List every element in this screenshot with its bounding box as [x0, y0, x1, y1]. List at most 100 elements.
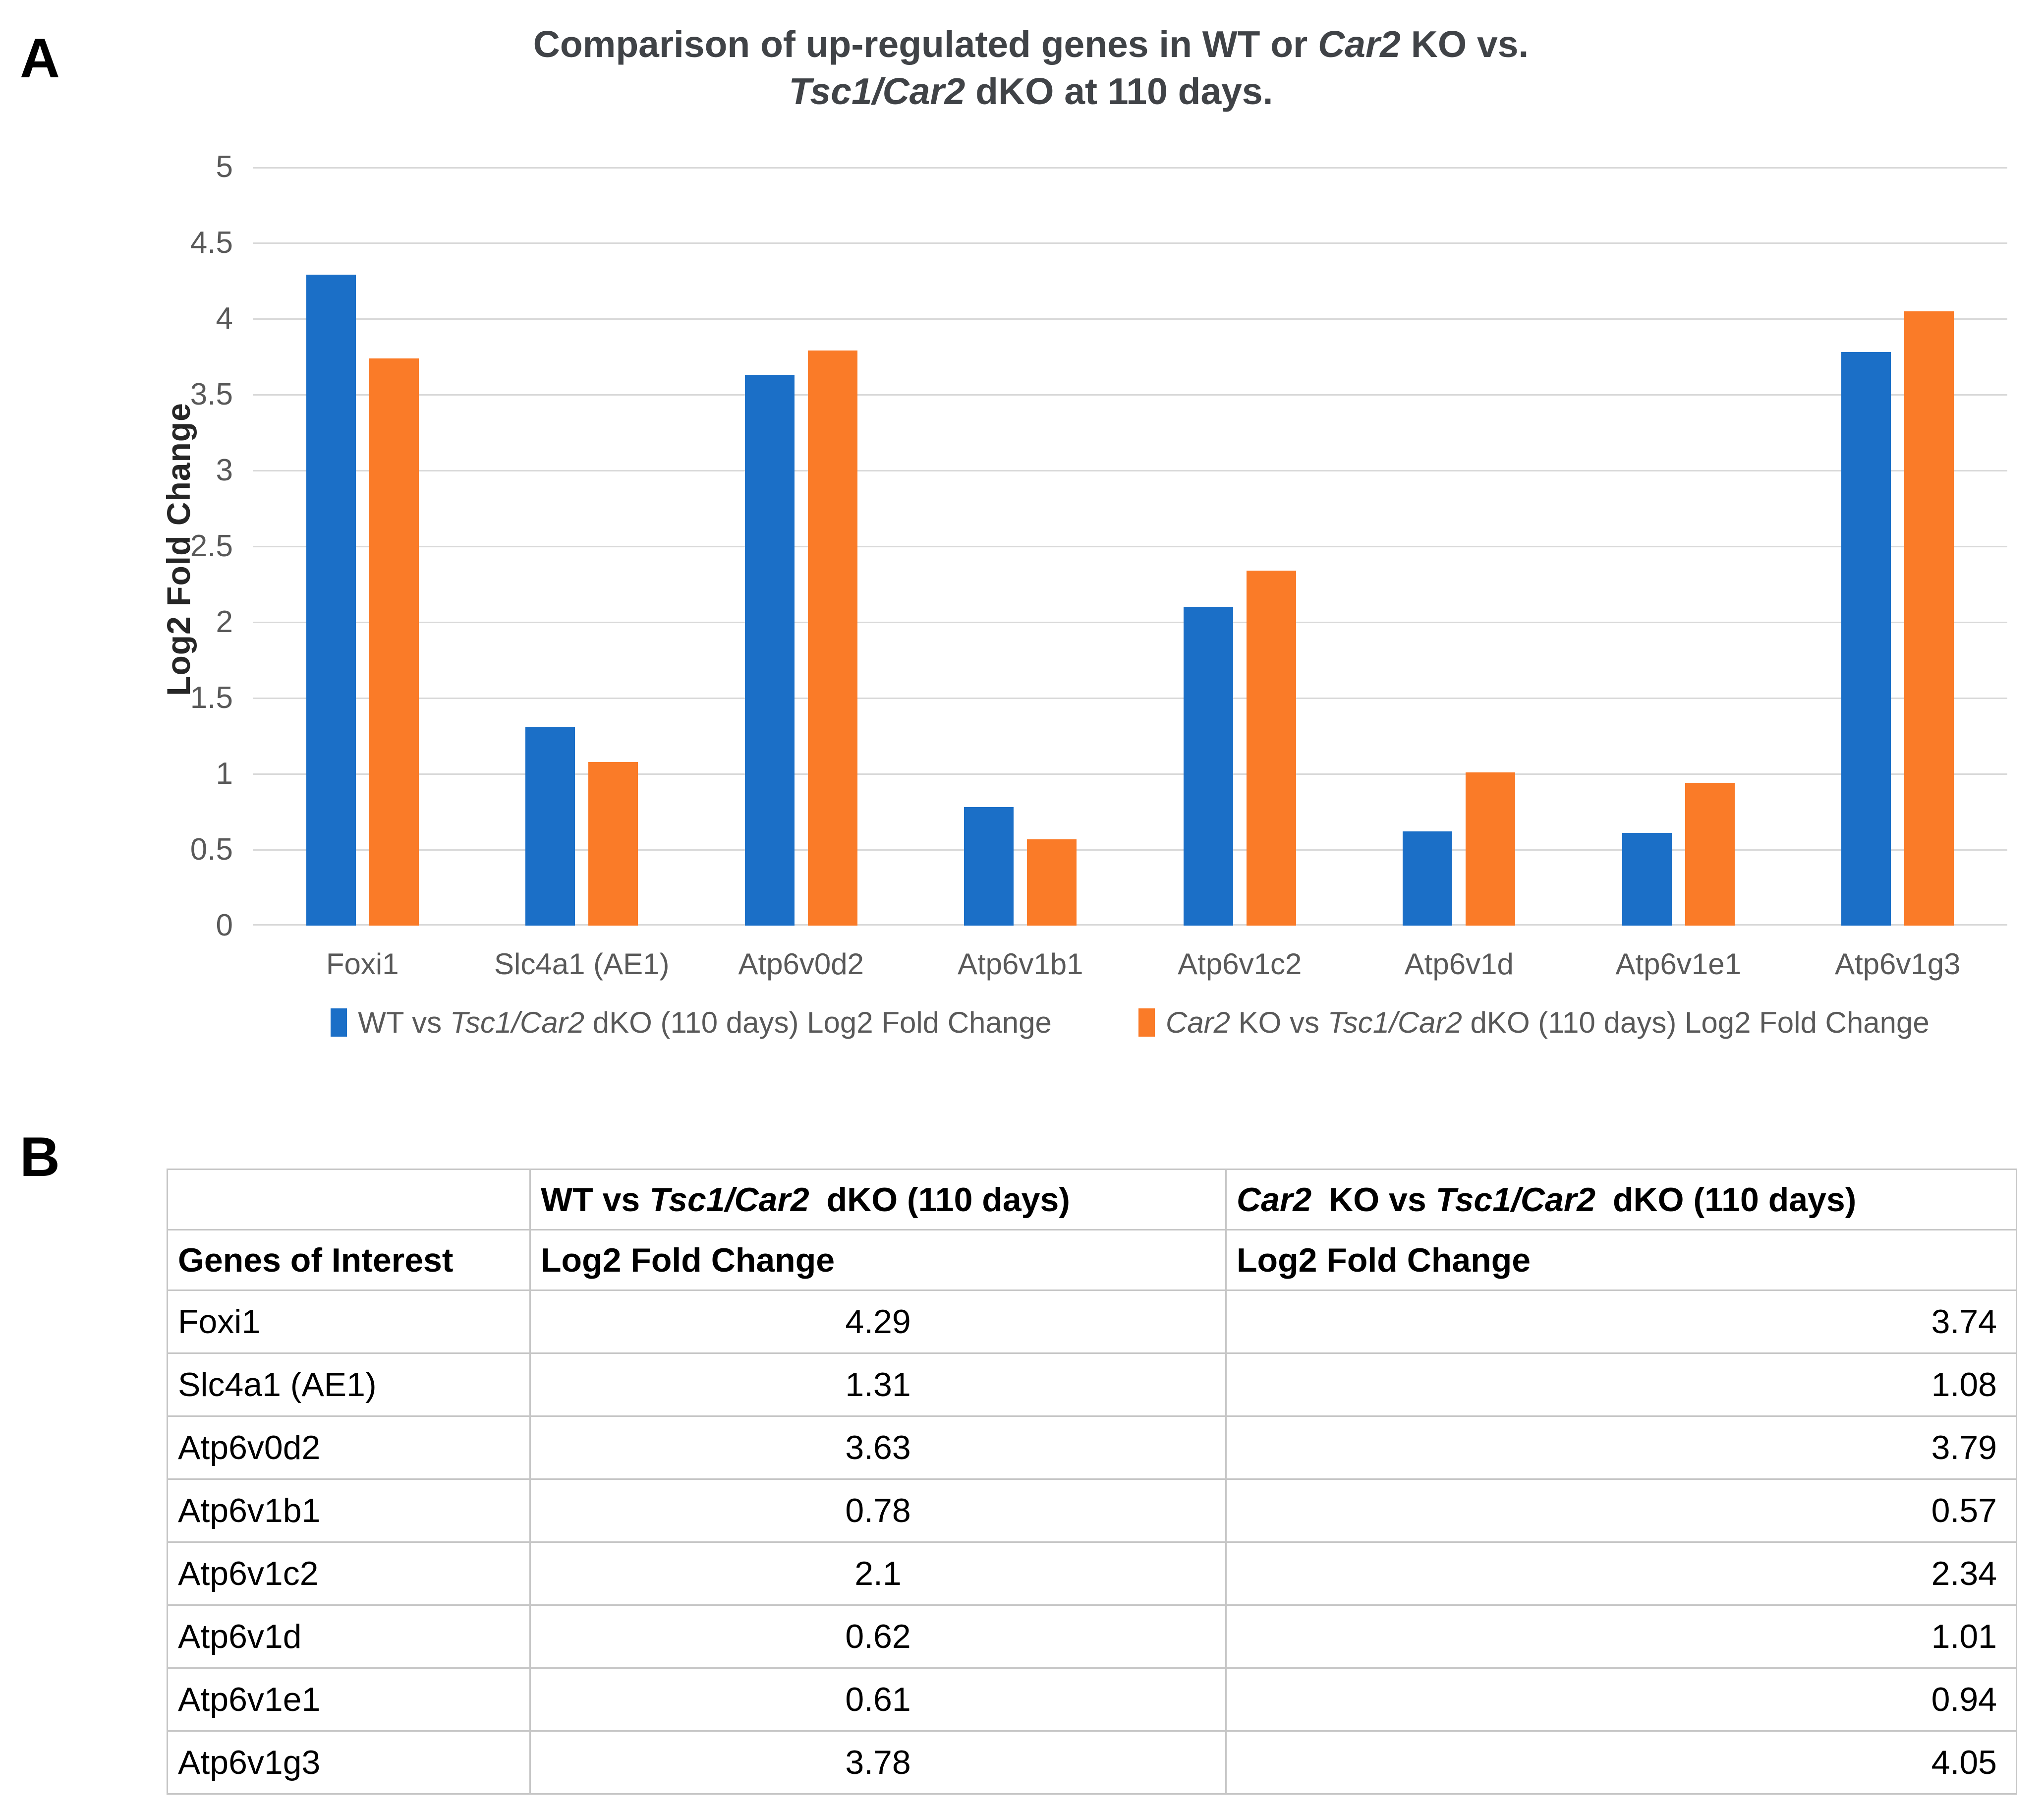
gene-name-cell: Slc4a1 (AE1) — [167, 1352, 531, 1417]
chart-legend: WT vs Tsc1/Car2 dKO (110 days) Log2 Fold… — [253, 1005, 2007, 1040]
y-axis-tick-label: 2.5 — [190, 529, 233, 563]
bar-wt-foxi1 — [306, 275, 356, 926]
text-segment: dKO (110 days) Log2 Fold Change — [584, 1006, 1052, 1039]
y-axis-tick-label: 0.5 — [190, 832, 233, 867]
y-axis-tick-label: 1.5 — [190, 681, 233, 715]
x-axis-category-label: Atp6v1c2 — [1178, 947, 1302, 981]
text-segment: Tsc1/Car2 — [450, 1006, 585, 1039]
text-segment: Comparison of up-regulated genes in WT o… — [533, 23, 1318, 65]
text-segment: Car2 — [1237, 1180, 1312, 1219]
legend-item-car2ko: Car2 KO vs Tsc1/Car2 dKO (110 days) Log2… — [1138, 1005, 1930, 1040]
legend-marker-blue — [331, 1008, 347, 1037]
bar-car2ko-foxi1 — [369, 358, 419, 926]
table-row: Atp6v1c2 2.1 2.34 — [167, 1541, 2017, 1606]
gridline — [253, 242, 2007, 244]
car2ko-log2fc-cell: 0.57 — [1225, 1478, 2017, 1543]
gene-name-cell: Atp6v1e1 — [167, 1667, 531, 1732]
y-axis-tick-label: 5 — [216, 150, 233, 184]
table-row: Foxi1 4.29 3.74 — [167, 1289, 2017, 1354]
car2ko-log2fc-cell: 3.74 — [1225, 1289, 2017, 1354]
car2ko-log2fc-cell: 1.08 — [1225, 1352, 2017, 1417]
wt-log2fc-cell: 0.78 — [529, 1478, 1227, 1543]
wt-log2fc-cell: 4.29 — [529, 1289, 1227, 1354]
gridline — [253, 546, 2007, 547]
table-row: Slc4a1 (AE1) 1.31 1.08 — [167, 1352, 2017, 1417]
gridline — [253, 698, 2007, 699]
panel-b-label: B — [20, 1126, 60, 1188]
text-segment: Tsc1/Car2 — [789, 70, 965, 113]
legend-label: Car2 KO vs Tsc1/Car2 dKO (110 days) Log2… — [1166, 1005, 1930, 1040]
bar-wt-slc4a1ae1 — [525, 727, 575, 926]
bar-car2ko-atp6v1c2 — [1246, 571, 1296, 926]
gene-name-cell: Atp6v1d — [167, 1604, 531, 1669]
text-segment: Tsc1/Car2 — [1435, 1180, 1596, 1219]
y-axis-tick-label: 1 — [216, 757, 233, 791]
gene-data-table: WT vs Tsc1/Car2 dKO (110 days) Car2 KO v… — [167, 1169, 2017, 1795]
car2ko-log2fc-cell: 4.05 — [1225, 1730, 2017, 1795]
gene-name-cell: Foxi1 — [167, 1289, 531, 1354]
text-segment: dKO (110 days) — [1603, 1180, 1857, 1219]
text-segment: KO vs — [1230, 1006, 1328, 1039]
car2ko-log2fc-cell: 2.34 — [1225, 1541, 2017, 1606]
chart-title-line2: Tsc1/Car2 dKO at 110 days. — [50, 68, 2012, 115]
category-bar-group — [1788, 167, 2008, 926]
text-segment: Car2 — [1318, 23, 1401, 65]
text-segment: Car2 — [1165, 1006, 1230, 1039]
table-header-row-2: Genes of Interest Log2 Fold Change Log2 … — [167, 1229, 2017, 1291]
bar-wt-atp6v1g3 — [1841, 352, 1891, 926]
gene-name-cell: Atp6v0d2 — [167, 1415, 531, 1480]
y-axis-tick-label: 4.5 — [190, 226, 233, 260]
wt-log2fc-cell: 1.31 — [529, 1352, 1227, 1417]
text-segment: dKO at 110 days. — [965, 70, 1273, 113]
table-row: Atp6v1b1 0.78 0.57 — [167, 1478, 2017, 1543]
gridline — [253, 470, 2007, 471]
table-row: Atp6v1g3 3.78 4.05 — [167, 1730, 2017, 1795]
x-axis-category-label: Atp6v1e1 — [1615, 947, 1742, 981]
gridline — [253, 773, 2007, 775]
gene-name-cell: Atp6v1g3 — [167, 1730, 531, 1795]
category-bar-group — [691, 167, 911, 926]
table-row: Atp6v1d 0.62 1.01 — [167, 1604, 2017, 1669]
y-axis-tick-label: 2 — [216, 605, 233, 639]
gridline — [253, 622, 2007, 623]
chart-title: Comparison of up-regulated genes in WT o… — [50, 21, 2012, 116]
car2ko-log2fc-cell: 3.79 — [1225, 1415, 2017, 1480]
table-row: Atp6v1e1 0.61 0.94 — [167, 1667, 2017, 1732]
legend-marker-orange — [1138, 1008, 1155, 1037]
category-bar-group — [253, 167, 472, 926]
y-axis-tick-labels: 0 0.5 1 1.5 2 2.5 3 3.5 4 4.5 5 — [50, 0, 233, 1101]
x-axis-category-labels: Foxi1 Slc4a1 (AE1) Atp6v0d2 Atp6v1b1 Atp6v1c… — [253, 944, 2007, 984]
bar-wt-atp6v1d — [1403, 831, 1453, 926]
bar-car2ko-slc4a1ae1 — [588, 762, 638, 926]
wt-log2fc-cell: 0.61 — [529, 1667, 1227, 1732]
x-axis-category-label: Atp6v1b1 — [957, 947, 1083, 981]
bar-car2ko-atp6v1b1 — [1027, 839, 1077, 926]
x-axis-category-label: Atp6v0d2 — [738, 947, 864, 981]
bar-car2ko-atp6v1e1 — [1685, 783, 1735, 926]
gridline — [253, 924, 2007, 926]
bar-car2ko-atp6v1g3 — [1904, 311, 1954, 926]
table-header-genes-of-interest: Genes of Interest — [167, 1229, 531, 1291]
table-header-empty-cell — [167, 1169, 531, 1230]
gridline — [253, 167, 2007, 169]
plot-area — [253, 167, 2007, 926]
y-axis-tick-label: 3.5 — [190, 377, 233, 411]
table-header-wt-comparison: WT vs Tsc1/Car2 dKO (110 days) — [529, 1169, 1227, 1230]
wt-log2fc-cell: 2.1 — [529, 1541, 1227, 1606]
table-header-row-1: WT vs Tsc1/Car2 dKO (110 days) Car2 KO v… — [167, 1169, 2017, 1230]
y-axis-tick-label: 3 — [216, 453, 233, 487]
category-bar-group — [1569, 167, 1788, 926]
text-segment: Tsc1/Car2 — [1327, 1006, 1462, 1039]
text-segment: WT vs — [541, 1180, 650, 1219]
table-header-car2-comparison: Car2 KO vs Tsc1/Car2 dKO (110 days) — [1225, 1169, 2017, 1230]
text-segment: KO vs — [1319, 1180, 1436, 1219]
bar-wt-atp6v0d2 — [744, 375, 795, 926]
x-axis-category-label: Slc4a1 (AE1) — [494, 947, 670, 981]
text-segment: WT vs — [358, 1006, 450, 1039]
gridline — [253, 394, 2007, 396]
car2ko-log2fc-cell: 1.01 — [1225, 1604, 2017, 1669]
table-header-log2-fold-change-car2: Log2 Fold Change — [1225, 1229, 2017, 1291]
bar-wt-atp6v1c2 — [1183, 607, 1233, 926]
bar-wt-atp6v1b1 — [964, 807, 1014, 926]
